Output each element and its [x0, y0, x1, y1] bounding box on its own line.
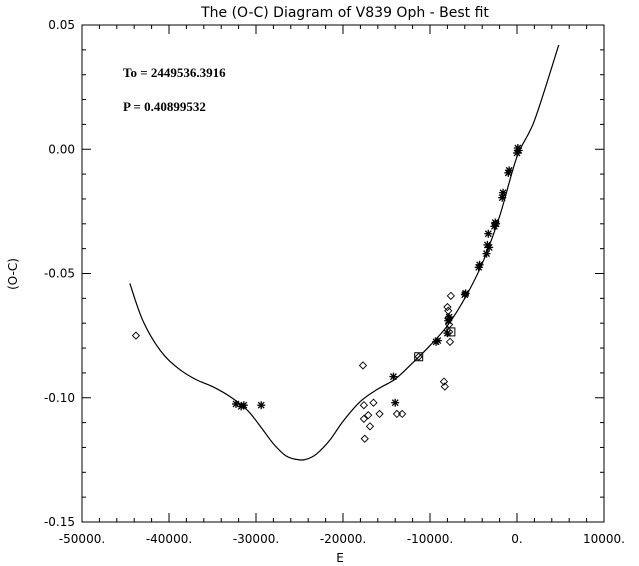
diamond-point	[359, 414, 369, 424]
y-tick-label: -0.15	[44, 515, 75, 529]
x-tick-label: -30000.	[233, 532, 279, 546]
annotation-to: To = 2449536.3916	[123, 65, 226, 80]
diamond-point	[443, 302, 452, 312]
diamond-point	[445, 337, 455, 346]
asterisk-point	[461, 289, 470, 298]
diamond-point	[375, 409, 384, 419]
x-tick-label: 0.	[511, 532, 522, 546]
x-tick-label: -50000.	[59, 532, 105, 546]
fit-curve	[129, 44, 560, 461]
diamond-point	[358, 361, 368, 370]
chart-title: The (O-C) Diagram of V839 Oph - Best fit	[200, 5, 489, 21]
y-axis-label: (O-C)	[6, 258, 20, 290]
x-tick-label: -40000.	[146, 532, 192, 546]
diamond-point	[444, 306, 453, 315]
diamond-point	[360, 434, 369, 443]
asterisk-point	[482, 249, 491, 258]
asterisk-point	[391, 398, 400, 407]
asterisk-point	[484, 229, 493, 238]
y-tick-labels: -0.15 -0.10 -0.05 0.00 0.05	[44, 18, 75, 529]
data-points	[131, 144, 523, 443]
diamond-point	[392, 409, 402, 419]
diamond-point	[359, 401, 369, 410]
diamond-point	[364, 411, 373, 420]
diamond-point	[365, 422, 375, 431]
diamond-point	[131, 331, 141, 340]
x-axis-label: E	[336, 551, 344, 565]
annotation-period: P = 0.40899532	[123, 99, 206, 114]
diamond-point	[440, 382, 449, 391]
square-point	[414, 352, 424, 362]
asterisk-point	[514, 146, 523, 155]
asterisk-point	[239, 401, 248, 410]
asterisk-point	[433, 336, 442, 345]
asterisk-point	[389, 372, 398, 381]
axis-ticks	[81, 24, 605, 523]
asterisk-point	[499, 188, 508, 197]
asterisk-point	[257, 401, 266, 410]
y-tick-label: -0.05	[44, 267, 75, 281]
asterisk-point	[505, 166, 514, 175]
x-tick-label: -10000.	[407, 532, 453, 546]
diamond-point	[398, 409, 407, 419]
x-tick-label: -20000.	[320, 532, 366, 546]
square-point	[446, 327, 456, 337]
asterisk-point	[485, 243, 494, 252]
asterisk-point	[492, 219, 501, 228]
y-tick-label: 0.05	[48, 18, 75, 32]
y-tick-label: -0.10	[44, 391, 75, 405]
x-tick-label: 10000.	[583, 532, 625, 546]
asterisk-point	[475, 260, 484, 269]
y-tick-label: 0.00	[48, 142, 75, 156]
diamond-point	[446, 291, 456, 301]
diamond-point	[369, 398, 378, 407]
diamond-point	[439, 377, 449, 386]
x-tick-labels: -50000. -40000. -30000. -20000. -10000. 0. 100…	[59, 532, 625, 546]
